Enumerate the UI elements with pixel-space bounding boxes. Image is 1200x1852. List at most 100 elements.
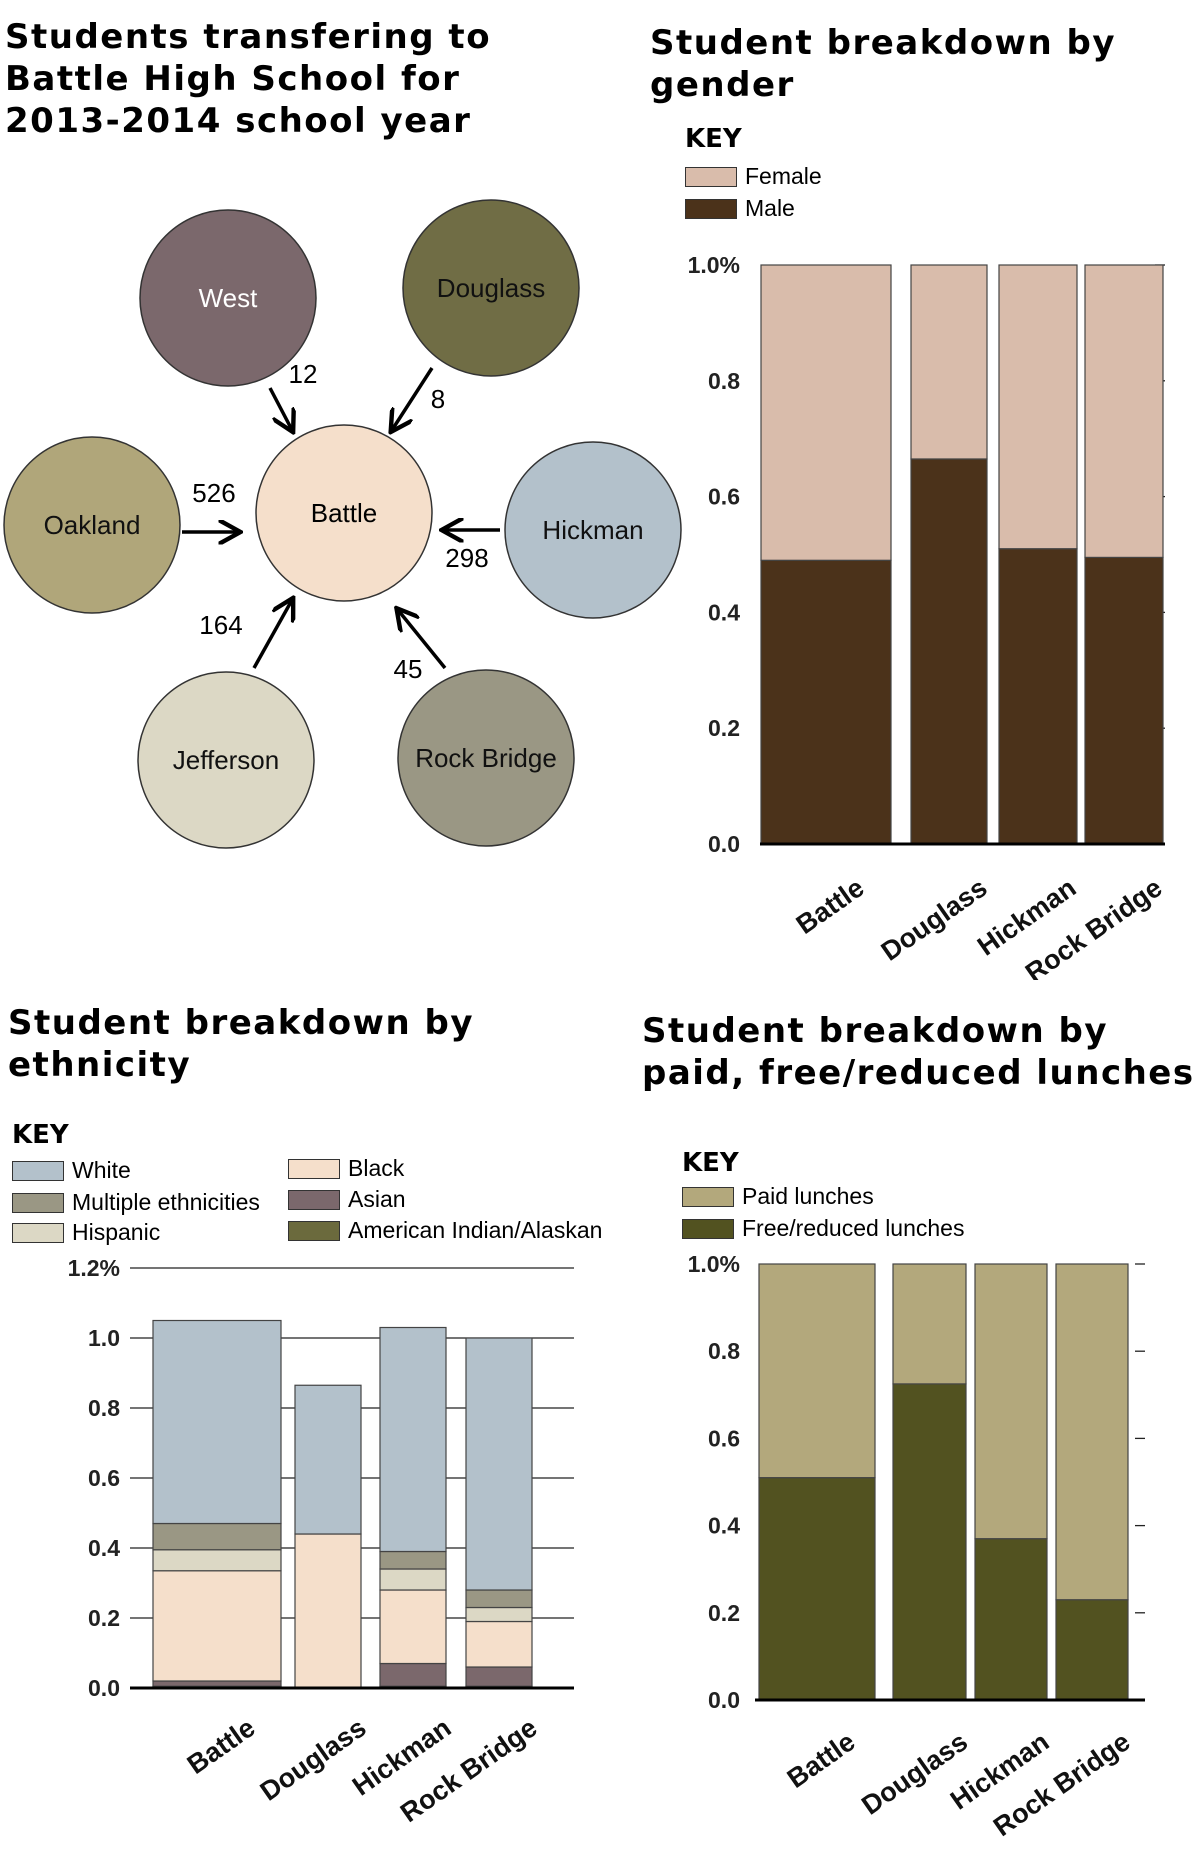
eth-key-white-swatch (12, 1160, 64, 1181)
transfer-title: Students transfering to Battle High Scho… (5, 17, 492, 141)
transfer-arrow (268, 387, 292, 430)
transfer-arrow (392, 367, 434, 430)
eth-key-hispanic-label: Hispanic (72, 1219, 161, 1245)
bar-segment (294, 1384, 362, 1535)
x-tick-label: Rock Bridge (988, 1726, 1135, 1842)
bar-segment (760, 559, 892, 845)
transfer-count: 526 (192, 478, 235, 508)
bar-segment (152, 1319, 282, 1525)
y-tick-label: 0.2 (708, 715, 740, 741)
gender-key-male-label: Male (745, 195, 795, 221)
school-label: Rock Bridge (415, 743, 557, 773)
bar-segment (152, 1680, 282, 1687)
lunch-key-free-swatch (682, 1218, 734, 1239)
eth-key-asian: Asian (288, 1186, 406, 1213)
eth-key-multiple-label: Multiple ethnicities (72, 1189, 260, 1215)
y-tick-label: 1.0 (88, 1325, 120, 1351)
transfer-school: Douglass 8 (392, 199, 580, 430)
bar-segment (998, 264, 1078, 550)
transfer-arrow (398, 610, 447, 670)
school-circle (397, 669, 575, 847)
school-circle (504, 441, 682, 619)
bar-segment (1084, 264, 1164, 558)
x-tick-label: Douglass (255, 1712, 372, 1806)
school-label: Jefferson (173, 745, 279, 775)
gender-key-title: KEY (685, 124, 742, 154)
transfer-count: 12 (289, 359, 318, 389)
lunch-key-free: Free/reduced lunches (682, 1215, 964, 1242)
bar-segment (294, 1533, 362, 1689)
y-tick-label: 0.0 (708, 831, 740, 857)
transfer-center: Battle (255, 424, 433, 602)
eth-key-hispanic: Hispanic (12, 1219, 160, 1246)
ethnicity-key-title: KEY (12, 1120, 69, 1150)
gender-chart: 0.00.20.40.60.81.0%Battle DouglassHickman… (688, 252, 1168, 980)
transfer-count: 164 (199, 610, 242, 640)
y-tick-label: 0.8 (708, 1338, 740, 1364)
lunch-key-free-label: Free/reduced lunches (742, 1215, 965, 1241)
bar-segment (910, 264, 988, 460)
y-tick-label: 1.0% (688, 252, 740, 278)
bar-segment (465, 1337, 533, 1591)
lunch-key-title: KEY (682, 1148, 739, 1178)
x-tick-label: Battle (782, 1726, 861, 1794)
school-label: West (199, 283, 259, 313)
y-tick-label: 0.6 (708, 484, 740, 510)
eth-key-asian-label: Asian (348, 1186, 406, 1212)
bar-segment (760, 264, 892, 561)
bar-segment (465, 1666, 533, 1687)
y-tick-label: 1.2% (68, 1255, 120, 1281)
transfer-school: Jefferson 164 (137, 600, 315, 849)
bar-segment (152, 1570, 282, 1682)
transfer-count: 45 (394, 654, 423, 684)
bar-segment (465, 1620, 533, 1668)
gender-key-female-label: Female (745, 163, 822, 189)
battle-circle (255, 424, 433, 602)
y-tick-label: 0.2 (88, 1605, 120, 1631)
y-tick-label: 0.2 (708, 1600, 740, 1626)
bar-segment (758, 1263, 876, 1479)
transfer-school: Oakland 526 (3, 436, 238, 614)
lunch-key-paid-swatch (682, 1186, 734, 1207)
eth-key-multiple: Multiple ethnicities (12, 1189, 260, 1216)
gender-title: Student breakdown by gender (650, 23, 1117, 105)
bar-segment (152, 1522, 282, 1551)
eth-key-amind: American Indian/Alaskan (288, 1217, 602, 1244)
bar-segment (465, 1589, 533, 1609)
bar-segment (379, 1662, 447, 1687)
battle-label: Battle (311, 498, 378, 528)
transfer-school: West 12 (139, 209, 318, 430)
eth-key-white: White (12, 1157, 131, 1184)
x-tick-label: Douglass (876, 872, 993, 966)
y-tick-label: 0.4 (708, 1513, 740, 1539)
y-tick-label: 0.6 (708, 1425, 740, 1451)
y-tick-label: 0.4 (708, 599, 740, 625)
ethnicity-chart: 0.00.20.40.60.81.01.2%BattleDouglassHick… (68, 1255, 574, 1828)
bar-segment (379, 1326, 447, 1553)
y-tick-label: 0.0 (88, 1675, 120, 1701)
ethnicity-title: Student breakdown by ethnicity (8, 1003, 475, 1085)
bar-segment (152, 1549, 282, 1572)
bar-segment (1055, 1263, 1129, 1601)
gender-key-female: Female (685, 163, 822, 190)
eth-key-black: Black (288, 1155, 404, 1182)
eth-key-multiple-swatch (12, 1192, 64, 1213)
bar-segment (1055, 1599, 1129, 1701)
lunch-key-paid-label: Paid lunches (742, 1183, 874, 1209)
transfer-arrow (252, 600, 292, 669)
bar-segment (974, 1538, 1048, 1701)
lunch-title: Student breakdown by paid, free/reduced … (642, 1011, 1195, 1093)
eth-key-hispanic-swatch (12, 1222, 64, 1243)
school-label: Hickman (542, 515, 643, 545)
transfer-school: Hickman 298 (444, 441, 682, 619)
bar-segment (465, 1606, 533, 1623)
school-circle (137, 671, 315, 849)
eth-key-black-label: Black (348, 1155, 405, 1181)
school-label: Douglass (437, 273, 545, 303)
transfer-school: Rock Bridge 45 (394, 610, 575, 847)
bar-segment (758, 1477, 876, 1701)
transfer-count: 8 (431, 384, 445, 414)
bar-segment (379, 1568, 447, 1591)
eth-key-asian-swatch (288, 1189, 340, 1210)
school-circle (3, 436, 181, 614)
